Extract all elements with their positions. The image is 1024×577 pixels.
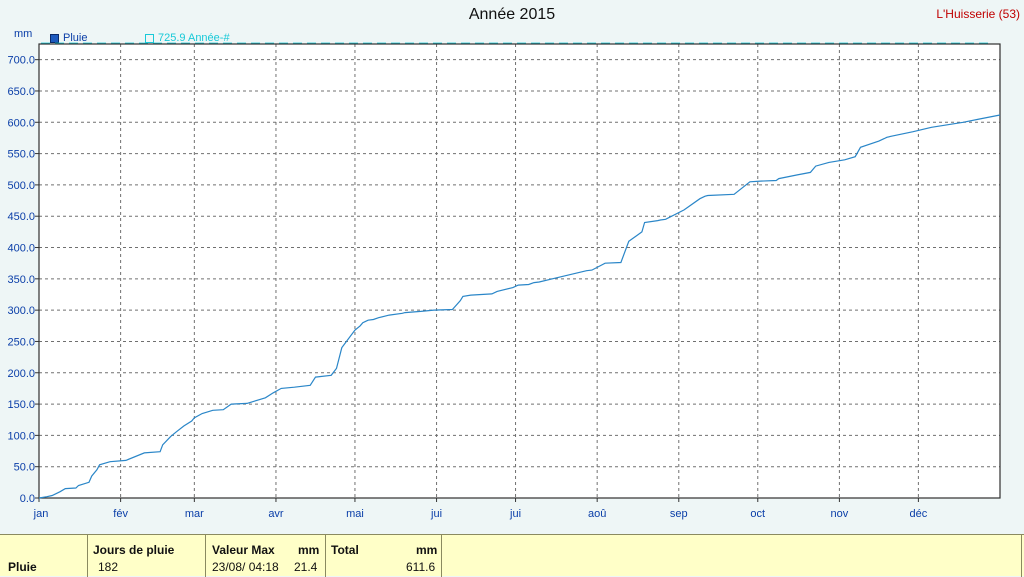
x-tick-label: mar (185, 508, 204, 520)
summary-panel: Pluie Jours de pluie 182 Valeur Max mm 2… (0, 534, 1024, 577)
x-tick-label: sep (670, 508, 688, 520)
legend-item-annual-average: 725.9 Année-# (145, 32, 230, 44)
legend-swatch-pluie (50, 33, 59, 43)
x-tick-label: avr (268, 508, 284, 520)
y-tick-label: 0.0 (20, 493, 35, 505)
chart-title: Année 2015 (468, 6, 556, 23)
x-tick-label: jui (509, 508, 521, 520)
summary-row-label: Pluie (8, 560, 37, 574)
plot-area (39, 44, 1000, 498)
x-tick-label: jan (33, 508, 49, 520)
max-value-header: Valeur Max (212, 543, 275, 557)
summary-empty-cell (442, 535, 1022, 577)
y-tick-label: 100.0 (7, 430, 35, 442)
legend-swatch-annual-average (145, 33, 154, 43)
y-axis-unit: mm (14, 28, 33, 40)
max-value-date: 23/08/ 04:18 (212, 560, 279, 574)
y-tick-label: 650.0 (7, 86, 35, 98)
y-tick-label: 350.0 (7, 274, 35, 286)
x-tick-label: déc (910, 508, 928, 520)
y-tick-label: 700.0 (7, 55, 35, 67)
y-tick-label: 500.0 (7, 180, 35, 192)
x-tick-label: mai (346, 508, 364, 520)
rain-days-header: Jours de pluie (93, 543, 175, 557)
station-name: L'Huisserie (53) (936, 7, 1020, 21)
max-value-amount: 21.4 (294, 560, 318, 574)
y-tick-label: 150.0 (7, 399, 35, 411)
y-tick-label: 200.0 (7, 368, 35, 380)
legend-label-annual-average: 725.9 Année-# (158, 32, 230, 44)
x-tick-label: fév (113, 508, 128, 520)
summary-row-label-cell: Pluie (0, 535, 88, 577)
total-value: 611.6 (406, 560, 436, 574)
summary-total-cell: Total mm 611.6 (326, 535, 442, 577)
y-tick-label: 550.0 (7, 149, 35, 161)
summary-max-value-cell: Valeur Max mm 23/08/ 04:18 21.4 (206, 535, 326, 577)
summary-rain-days-cell: Jours de pluie 182 (88, 535, 206, 577)
y-tick-label: 300.0 (7, 305, 35, 317)
rain-days-value: 182 (98, 560, 119, 574)
y-tick-label: 50.0 (14, 462, 35, 474)
max-value-unit: mm (298, 543, 320, 557)
y-tick-label: 250.0 (7, 336, 35, 348)
total-header: Total (331, 543, 359, 557)
y-tick-label: 600.0 (7, 117, 35, 129)
series-line-pluie (38, 114, 1001, 499)
legend-label-pluie: Pluie (63, 32, 88, 44)
x-tick-label: nov (831, 508, 849, 520)
y-tick-label: 450.0 (7, 211, 35, 223)
x-tick-label: oct (750, 508, 765, 520)
legend-item-pluie: Pluie (50, 32, 87, 44)
plot-border (38, 43, 1001, 499)
x-tick-label: aoû (588, 508, 606, 520)
y-tick-label: 400.0 (7, 243, 35, 255)
x-tick-label: jui (430, 508, 442, 520)
total-unit: mm (416, 543, 438, 557)
